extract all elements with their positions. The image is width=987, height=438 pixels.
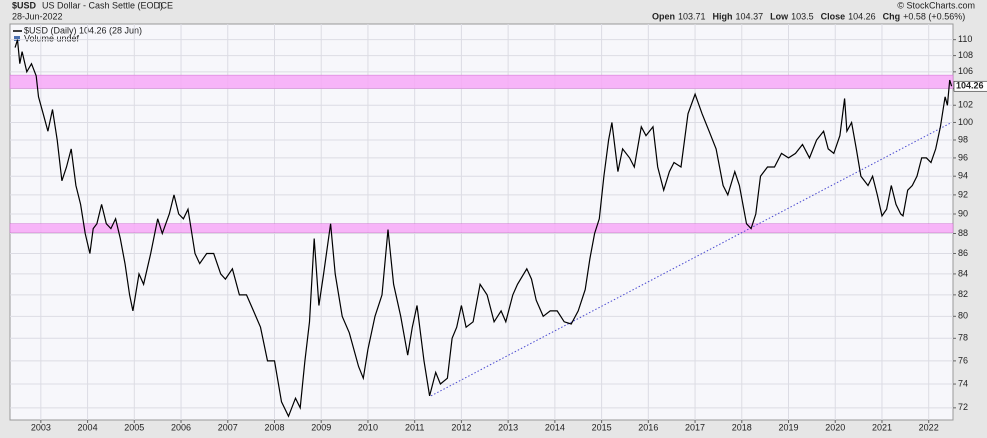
x-tick-label: 2020 <box>825 422 845 432</box>
x-tick-label: 2011 <box>405 422 424 432</box>
y-tick-label: 80 <box>958 311 968 321</box>
last-value-tag <box>953 80 987 92</box>
quote-label: Close <box>821 11 846 21</box>
legend-label: $USD (Daily) 104.26 (28 Jun) <box>24 25 142 35</box>
quote-value: 103.5 <box>791 11 814 21</box>
y-tick-label: 72 <box>958 402 968 412</box>
y-tick-label: 106 <box>958 66 973 76</box>
resistance-band <box>9 223 954 233</box>
quote-label: Open <box>652 11 675 21</box>
date: 28-Jun-2022 <box>12 11 63 21</box>
x-tick-label: 2013 <box>498 422 518 432</box>
x-tick-label: 2007 <box>218 422 238 432</box>
x-tick-label: 2003 <box>31 422 51 432</box>
price-line <box>14 39 953 418</box>
x-tick-label: 2006 <box>171 422 191 432</box>
y-tick-label: 96 <box>958 152 968 162</box>
x-tick-label: 2019 <box>778 422 798 432</box>
quote-label: High <box>713 11 733 21</box>
x-tick-label: 2010 <box>358 422 378 432</box>
quote: Open 103.71 High 104.37 Low 103.5 Close 104.26 C… <box>652 11 965 21</box>
y-tick-label: 90 <box>958 208 968 218</box>
x-tick-label: 2018 <box>732 422 752 432</box>
y-tick-label: 92 <box>958 189 968 199</box>
exchange: ICE <box>158 0 173 10</box>
y-tick-label: 108 <box>958 50 973 60</box>
quote-value: 103.71 <box>678 11 706 21</box>
y-tick-label: 84 <box>958 268 968 278</box>
quote-value: 104.37 <box>736 11 764 21</box>
x-tick-label: 2004 <box>78 422 98 432</box>
x-tick-label: 2016 <box>638 422 658 432</box>
y-tick-label: 98 <box>958 134 968 144</box>
quote-label: Low <box>770 11 789 21</box>
y-tick-label: 76 <box>958 355 968 365</box>
y-tick-label: 88 <box>958 228 968 238</box>
y-tick-label: 110 <box>958 34 972 44</box>
symbol: $USD <box>12 0 37 10</box>
plot-area <box>9 23 954 421</box>
y-tick-label: 100 <box>958 117 973 127</box>
quote-value: +0.58 (+0.56%) <box>903 11 965 21</box>
y-tick-label: 78 <box>958 333 968 343</box>
x-tick-label: 2017 <box>685 422 705 432</box>
y-tick-label: 94 <box>958 171 968 181</box>
y-tick-label: 82 <box>958 289 968 299</box>
x-tick-label: 2014 <box>545 422 565 432</box>
y-tick-label: 86 <box>958 248 968 258</box>
x-tick-label: 2008 <box>264 422 284 432</box>
x-tick-label: 2021 <box>872 422 892 432</box>
y-tick-label: 74 <box>958 378 968 388</box>
x-tick-label: 2009 <box>311 422 331 432</box>
resistance-band <box>9 74 954 89</box>
x-tick-label: 2022 <box>919 422 939 432</box>
quote-value: 104.26 <box>848 11 876 21</box>
x-tick-label: 2005 <box>124 422 144 432</box>
legend-swatch <box>14 36 20 41</box>
last-value-label: 104.26 <box>956 81 984 91</box>
volume-legend: Volume undef <box>24 33 80 43</box>
copyright: © StockCharts.com <box>897 0 975 10</box>
y-tick-label: 102 <box>958 100 973 110</box>
x-tick-label: 2015 <box>592 422 612 432</box>
instrument-name: US Dollar - Cash Settle (EOD) <box>42 0 163 10</box>
x-tick-label: 2012 <box>451 422 471 432</box>
quote-label: Chg <box>883 11 901 21</box>
